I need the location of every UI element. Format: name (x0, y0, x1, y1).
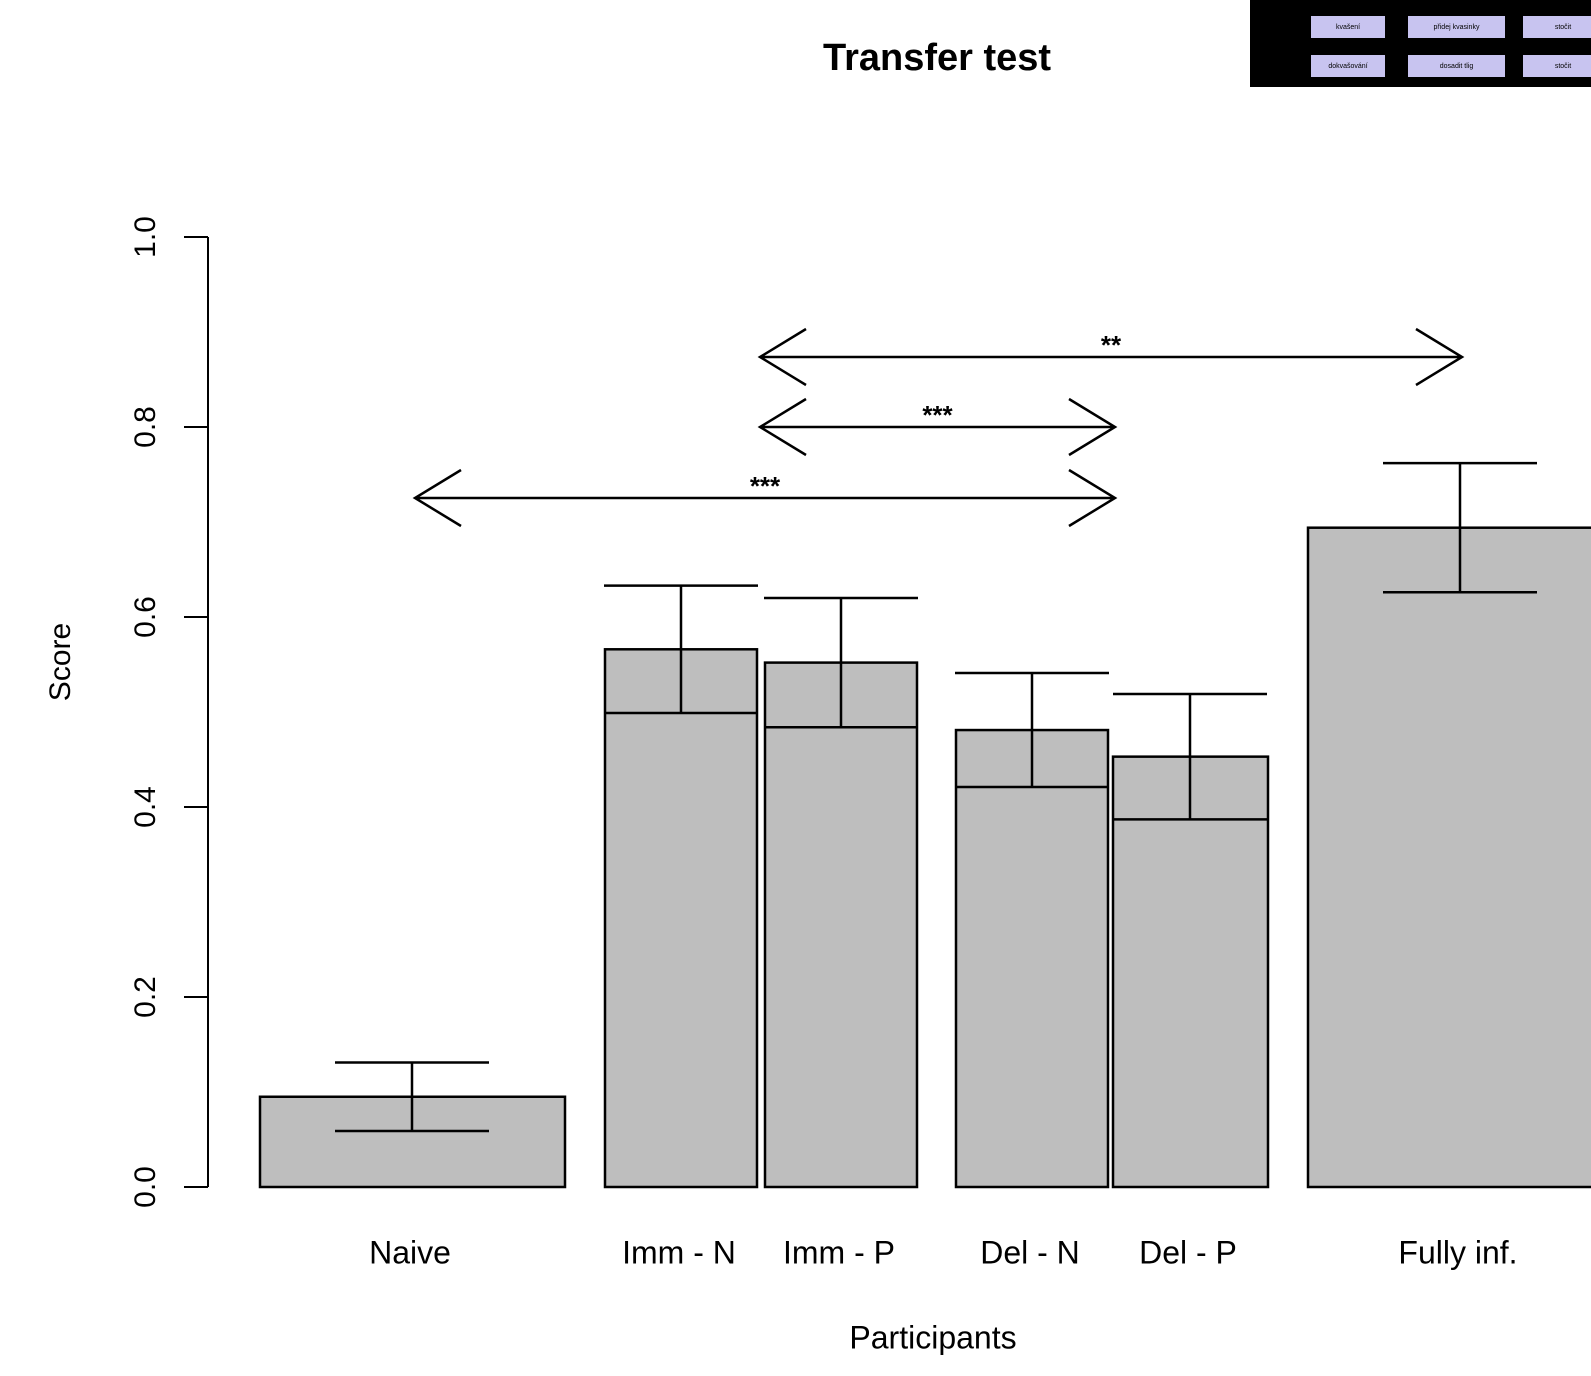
x-tick-label: Del - N (980, 1234, 1080, 1270)
significance-label: ** (1101, 330, 1122, 360)
x-tick-label: Fully inf. (1398, 1234, 1517, 1270)
overlay-button-label: dokvašování (1328, 63, 1367, 70)
significance-label: *** (750, 471, 781, 501)
bar (765, 663, 917, 1187)
chart: Transfer test Participants Score 0.0 0.2 0… (0, 0, 1591, 1376)
chart-title: Transfer test (823, 37, 1051, 79)
bar (605, 649, 757, 1187)
bar (956, 730, 1108, 1187)
x-tick-label: Naive (369, 1234, 451, 1270)
x-tick-label: Imm - N (622, 1234, 736, 1270)
bar (1308, 528, 1591, 1187)
x-axis-label: Participants (849, 1319, 1016, 1355)
overlay-button-label: stočit (1555, 24, 1571, 31)
overlay-button-label: stočit (1555, 63, 1571, 70)
y-tick-label: 0.6 (129, 596, 162, 638)
x-tick-label: Imm - P (783, 1234, 895, 1270)
y-axis-label: Score (44, 623, 77, 701)
y-tick-label: 0.4 (129, 786, 162, 828)
overlay-button-label: přidej kvasinky (1434, 24, 1480, 31)
overlay-button-label: dosadit tlig (1440, 63, 1474, 70)
overlay-button-label: kvašení (1336, 24, 1360, 31)
bar (1113, 757, 1268, 1187)
significance-label: *** (922, 400, 953, 430)
y-tick-label: 0.0 (129, 1166, 162, 1208)
y-tick-label: 0.2 (129, 976, 162, 1018)
x-tick-label: Del - P (1139, 1234, 1237, 1270)
y-tick-label: 1.0 (129, 216, 162, 258)
y-tick-label: 0.8 (129, 406, 162, 448)
